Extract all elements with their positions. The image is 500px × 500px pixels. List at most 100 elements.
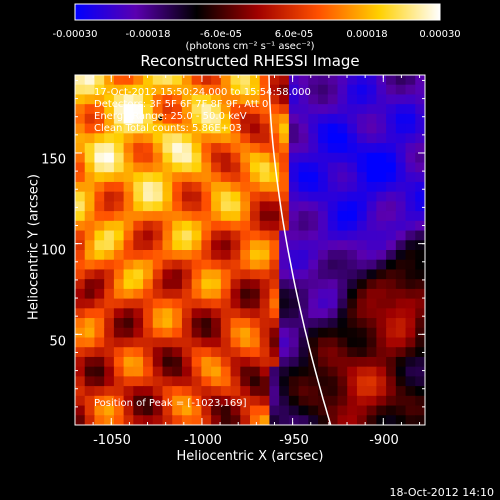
heatmap-cell	[288, 259, 300, 271]
heatmap-cell	[94, 191, 105, 202]
heatmap-cell	[143, 318, 154, 329]
heatmap-cell	[75, 386, 86, 397]
heatmap-cell	[152, 191, 164, 202]
heatmap-cell	[298, 376, 309, 387]
heatmap-cell	[298, 123, 309, 134]
heatmap-cell	[347, 386, 358, 397]
heatmap-cell	[84, 288, 96, 300]
heatmap-cell	[104, 356, 115, 368]
heatmap-cell	[337, 133, 348, 144]
colorbar-tick-label: -6.0e-05	[200, 29, 242, 40]
heatmap-cell	[279, 250, 290, 261]
heatmap-cell	[327, 104, 339, 115]
heatmap-cell	[162, 386, 173, 397]
heatmap-cell	[75, 318, 86, 329]
heatmap-cell	[386, 308, 397, 319]
heatmap-cell	[123, 201, 134, 212]
heatmap-cell	[211, 327, 222, 339]
heatmap-cell	[104, 240, 115, 251]
heatmap-cell	[308, 405, 319, 416]
heatmap-cell	[415, 250, 425, 261]
heatmap-cell	[288, 356, 300, 368]
heatmap-cell	[356, 152, 368, 164]
heatmap-cell	[356, 220, 368, 232]
heatmap-cell	[250, 240, 261, 251]
heatmap-cell	[94, 395, 105, 407]
heatmap-cell	[298, 181, 309, 193]
heatmap-cell	[162, 240, 173, 251]
heatmap-cell	[75, 201, 86, 212]
heatmap-cell	[104, 318, 115, 329]
heatmap-cell	[152, 415, 164, 425]
heatmap-cell	[123, 308, 134, 319]
heatmap-cell	[337, 181, 348, 193]
heatmap-cell	[143, 347, 154, 358]
heatmap-cell	[386, 123, 397, 134]
heatmap-cell	[143, 395, 154, 407]
heatmap-cell	[143, 84, 154, 96]
heatmap-cell	[133, 405, 144, 416]
heatmap-cell	[75, 191, 86, 202]
heatmap-cell	[376, 279, 387, 290]
heatmap-cell	[405, 366, 416, 377]
heatmap-cell	[366, 240, 377, 251]
heatmap-cell	[415, 279, 425, 290]
heatmap-cell	[104, 162, 115, 173]
heatmap-cell	[152, 94, 164, 105]
heatmap-cell	[337, 288, 348, 300]
heatmap-cell	[366, 162, 377, 173]
heatmap-cell	[211, 172, 222, 183]
heatmap-cell	[347, 162, 358, 173]
date-stamp: 18-Oct-2012 14:10	[389, 486, 494, 499]
heatmap-cell	[288, 386, 300, 397]
heatmap-cell	[405, 123, 416, 134]
heatmap-cell	[337, 415, 348, 425]
heatmap-cell	[405, 337, 416, 348]
heatmap-cell	[405, 250, 416, 261]
heatmap-cell	[143, 386, 154, 397]
heatmap-cell	[123, 230, 134, 241]
heatmap-cell	[327, 386, 339, 397]
heatmap-cell	[405, 298, 416, 309]
heatmap-cell	[269, 123, 280, 134]
heatmap-cell	[113, 104, 125, 115]
heatmap-cell	[181, 366, 193, 377]
heatmap-cell	[386, 143, 397, 154]
heatmap-cell	[250, 405, 261, 416]
heatmap-cell	[288, 84, 300, 96]
heatmap-cell	[133, 152, 144, 164]
heatmap-cell	[191, 308, 202, 319]
heatmap-cell	[366, 133, 377, 144]
heatmap-cell	[123, 94, 134, 105]
heatmap-cell	[113, 240, 125, 251]
heatmap-cell	[279, 240, 290, 251]
heatmap-cell	[288, 395, 300, 407]
heatmap-cell	[347, 133, 358, 144]
heatmap-cell	[152, 250, 164, 261]
heatmap-cell	[143, 250, 154, 261]
heatmap-cell	[104, 220, 115, 232]
heatmap-cell	[269, 104, 280, 115]
heatmap-cell	[318, 201, 329, 212]
heatmap-cell	[298, 84, 309, 96]
heatmap-cell	[288, 240, 300, 251]
heatmap-cell	[94, 230, 105, 241]
heatmap-cell	[279, 415, 290, 425]
heatmap-cell	[104, 386, 115, 397]
heatmap-cell	[288, 211, 300, 222]
heatmap-cell	[298, 94, 309, 105]
heatmap-cell	[152, 347, 164, 358]
heatmap-cell	[376, 356, 387, 368]
heatmap-cell	[337, 75, 348, 86]
heatmap-cell	[220, 201, 232, 212]
heatmap-cell	[162, 113, 173, 125]
heatmap-cell	[191, 347, 202, 358]
heatmap-cell	[152, 201, 164, 212]
heatmap-cell	[288, 318, 300, 329]
heatmap-cell	[308, 162, 319, 173]
heatmap-cell	[104, 75, 115, 86]
heatmap-cell	[279, 318, 290, 329]
heatmap-cell	[327, 415, 339, 425]
heatmap-cell	[415, 376, 425, 387]
heatmap-cell	[347, 415, 358, 425]
